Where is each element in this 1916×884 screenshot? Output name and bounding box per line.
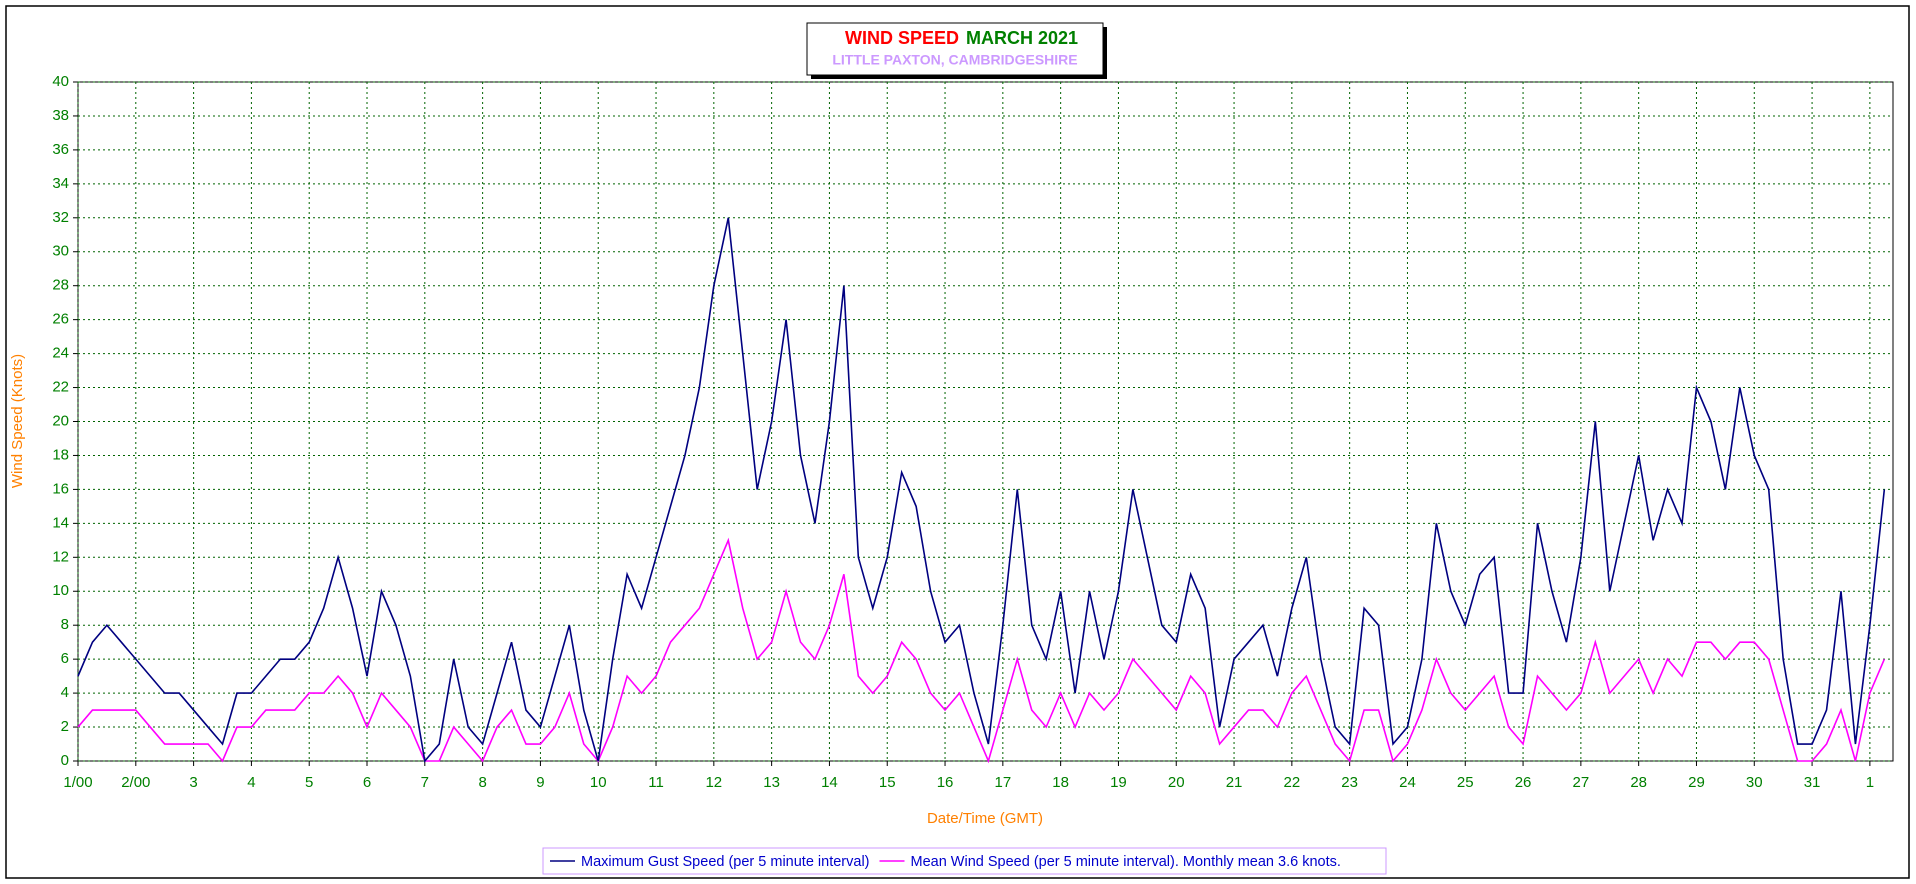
x-tick-label: 10 (590, 774, 607, 791)
x-tick-label: 9 (536, 774, 544, 791)
x-tick-label: 14 (821, 774, 838, 791)
y-tick-label: 32 (52, 209, 69, 226)
x-tick-label: 17 (994, 774, 1011, 791)
x-tick-label: 31 (1804, 774, 1821, 791)
x-tick-label: 6 (363, 774, 371, 791)
legend-label: Maximum Gust Speed (per 5 minute interva… (581, 854, 870, 870)
y-tick-label: 18 (52, 446, 69, 463)
x-tick-label: 29 (1688, 774, 1705, 791)
x-tick-label: 1 (1866, 774, 1874, 791)
x-tick-label: 18 (1052, 774, 1069, 791)
x-tick-label: 12 (705, 774, 722, 791)
x-tick-label: 30 (1746, 774, 1763, 791)
x-tick-label: 28 (1630, 774, 1647, 791)
y-tick-label: 6 (61, 650, 69, 667)
x-tick-label: 2/00 (121, 774, 150, 791)
x-tick-label: 27 (1573, 774, 1590, 791)
x-tick-label: 16 (937, 774, 954, 791)
chart-title: WIND SPEED (845, 28, 959, 48)
title-box (806, 22, 1104, 76)
y-tick-label: 16 (52, 480, 69, 497)
series-line (77, 537, 1886, 764)
location: LITTLE PAXTON, CAMBRIDGESHIRE (832, 52, 1077, 68)
x-tick-label: 22 (1284, 774, 1301, 791)
y-tick-label: 22 (52, 379, 69, 396)
y-tick-label: 0 (61, 752, 69, 769)
chart-subtitle: MARCH 2021 (966, 28, 1078, 48)
x-tick-label: 5 (305, 774, 313, 791)
x-tick-label: 7 (421, 774, 429, 791)
x-tick-label: 23 (1341, 774, 1358, 791)
y-tick-label: 40 (52, 73, 69, 90)
x-tick-label: 13 (763, 774, 780, 791)
x-tick-label: 24 (1399, 774, 1416, 791)
y-tick-label: 8 (61, 616, 69, 633)
x-axis-label: Date/Time (GMT) (927, 810, 1043, 827)
x-tick-label: 15 (879, 774, 896, 791)
plot-area (77, 81, 1894, 762)
y-tick-label: 26 (52, 311, 69, 328)
y-tick-label: 12 (52, 548, 69, 565)
y-tick-label: 28 (52, 277, 69, 294)
y-tick-label: 20 (52, 412, 69, 429)
y-tick-label: 4 (61, 684, 69, 701)
x-tick-label: 20 (1168, 774, 1185, 791)
y-tick-label: 36 (52, 141, 69, 158)
y-tick-label: 30 (52, 243, 69, 260)
y-tick-label: 10 (52, 582, 69, 599)
y-tick-label: 34 (52, 175, 69, 192)
y-axis-label: Wind Speed (Knots) (9, 354, 26, 488)
series-line (77, 217, 1886, 763)
x-tick-label: 11 (648, 774, 664, 791)
x-tick-label: 26 (1515, 774, 1532, 791)
legend-box (542, 847, 1387, 875)
x-tick-label: 21 (1226, 774, 1243, 791)
x-tick-label: 8 (478, 774, 486, 791)
x-tick-label: 25 (1457, 774, 1474, 791)
y-tick-label: 24 (52, 345, 69, 362)
y-tick-label: 2 (61, 718, 69, 735)
x-tick-label: 4 (247, 774, 255, 791)
y-tick-label: 14 (52, 514, 69, 531)
legend-label: Mean Wind Speed (per 5 minute interval).… (911, 854, 1341, 870)
y-tick-label: 38 (52, 107, 69, 124)
x-tick-label: 1/00 (63, 774, 92, 791)
x-tick-label: 3 (189, 774, 197, 791)
x-tick-label: 19 (1110, 774, 1127, 791)
